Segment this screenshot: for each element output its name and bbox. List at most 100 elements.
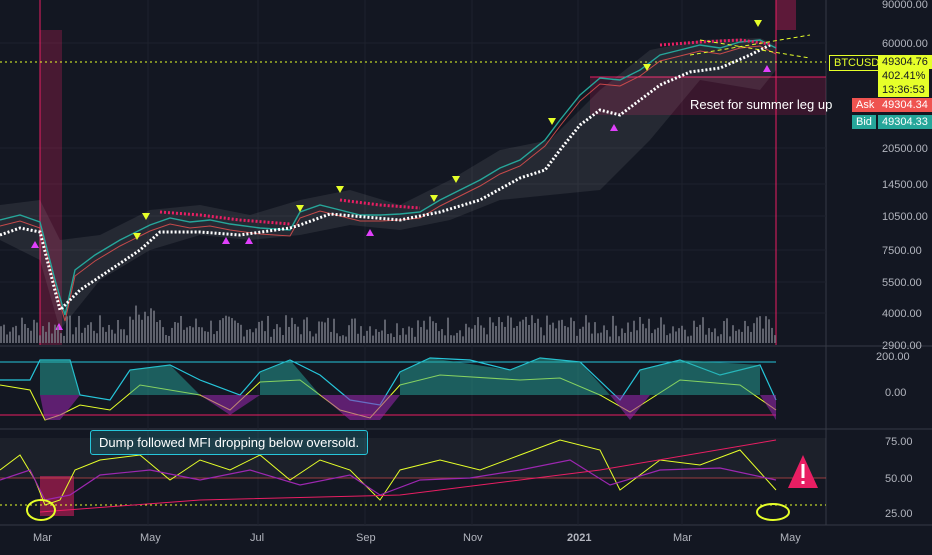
price-axis-label: 10500.00 xyxy=(882,211,928,223)
volume-bar xyxy=(729,336,731,343)
volume-bar xyxy=(573,321,575,343)
volume-bar xyxy=(369,326,371,343)
volume-bar xyxy=(660,317,662,343)
volume-bar xyxy=(33,319,35,343)
volume-bar xyxy=(48,322,50,343)
volume-bar xyxy=(648,318,650,343)
volume-bar xyxy=(567,327,569,343)
volume-bar xyxy=(147,316,149,343)
volume-bar xyxy=(135,305,137,343)
volume-bar xyxy=(537,318,539,343)
price-axis-label: 5500.00 xyxy=(882,277,922,289)
volume-bar xyxy=(354,318,356,343)
volume-bar xyxy=(186,327,188,343)
volume-bar xyxy=(750,331,752,343)
volume-bar xyxy=(531,315,533,343)
volume-bar xyxy=(471,328,473,343)
price-pane[interactable] xyxy=(0,0,826,345)
volume-bar xyxy=(528,325,530,343)
trailing-stop-short xyxy=(159,210,291,226)
volume-bar xyxy=(429,316,431,343)
volume-bar xyxy=(219,320,221,343)
volume-bar xyxy=(99,315,101,343)
volume-bar xyxy=(228,316,230,343)
volume-bar xyxy=(399,335,401,343)
volume-bar xyxy=(711,332,713,343)
volume-bar xyxy=(768,319,770,343)
last-price-tag: 49304.76 xyxy=(878,55,932,69)
reset-annotation[interactable]: Reset for summer leg up xyxy=(690,97,833,112)
volume-bar xyxy=(24,324,26,343)
volume-bar xyxy=(390,333,392,343)
volume-bar xyxy=(402,328,404,343)
volume-bar xyxy=(150,308,152,343)
volume-bar xyxy=(42,326,44,343)
volume-bar xyxy=(141,319,143,343)
volume-bar xyxy=(672,326,674,343)
volume-bar xyxy=(306,317,308,343)
volume-bar xyxy=(408,326,410,343)
volume-bar xyxy=(540,327,542,343)
volume-bar xyxy=(771,327,773,343)
volume-bar xyxy=(15,325,17,343)
volume-bar xyxy=(96,333,98,343)
volume-bar xyxy=(312,336,314,343)
volume-bar xyxy=(222,318,224,343)
time-axis-label: Jul xyxy=(250,532,264,544)
ask-label: Ask xyxy=(852,98,879,112)
osc2-axis-label: 50.00 xyxy=(885,473,913,485)
osc1-negative-fill xyxy=(0,395,776,420)
osc2-axis-label: 75.00 xyxy=(885,436,913,448)
volume-bar xyxy=(93,330,95,343)
osc1-axis-label: 200.00 xyxy=(876,351,910,363)
volume-bar xyxy=(411,327,413,343)
trailing-stop-long xyxy=(0,43,771,313)
volume-bar xyxy=(693,320,695,343)
volume-bar xyxy=(318,321,320,343)
volume-bar xyxy=(105,331,107,343)
volume-bar xyxy=(720,334,722,343)
volume-bar xyxy=(492,322,494,343)
volume-bar xyxy=(129,316,131,343)
volume-bar xyxy=(321,321,323,343)
volume-bar xyxy=(543,335,545,343)
volume-bar xyxy=(375,329,377,343)
volume-bar xyxy=(675,331,677,343)
circle-marker-march xyxy=(26,499,56,521)
volume-bars xyxy=(0,305,776,343)
volume-bar xyxy=(708,328,710,343)
volume-bar xyxy=(765,316,767,343)
highlight-zone-march xyxy=(40,30,62,345)
mfi-annotation[interactable]: Dump followed MFI dropping below oversol… xyxy=(90,430,369,455)
volume-bar xyxy=(444,335,446,343)
volume-bar xyxy=(231,318,233,343)
volume-bar xyxy=(51,333,53,343)
volume-bar xyxy=(264,331,266,343)
volume-bar xyxy=(177,322,179,343)
volume-bar xyxy=(192,327,194,343)
volume-bar xyxy=(204,331,206,343)
volume-bar xyxy=(300,334,302,343)
volume-bar xyxy=(387,333,389,343)
price-series xyxy=(0,39,777,316)
volume-bar xyxy=(684,329,686,343)
volume-bar xyxy=(717,336,719,343)
volume-bar xyxy=(282,335,284,343)
volume-bar xyxy=(453,335,455,343)
volume-bar xyxy=(630,331,632,343)
volume-bar xyxy=(579,328,581,343)
volume-bar xyxy=(270,336,272,343)
volume-bar xyxy=(555,328,557,343)
volume-bar xyxy=(339,336,341,343)
volume-bar xyxy=(735,330,737,343)
volume-bar xyxy=(153,310,155,343)
volume-bar xyxy=(426,329,428,343)
volume-bar xyxy=(360,326,362,343)
volume-bar xyxy=(405,334,407,343)
volume-bar xyxy=(609,336,611,343)
volume-bar xyxy=(183,329,185,343)
volume-bar xyxy=(582,326,584,343)
bid-value: 49304.33 xyxy=(878,115,932,129)
